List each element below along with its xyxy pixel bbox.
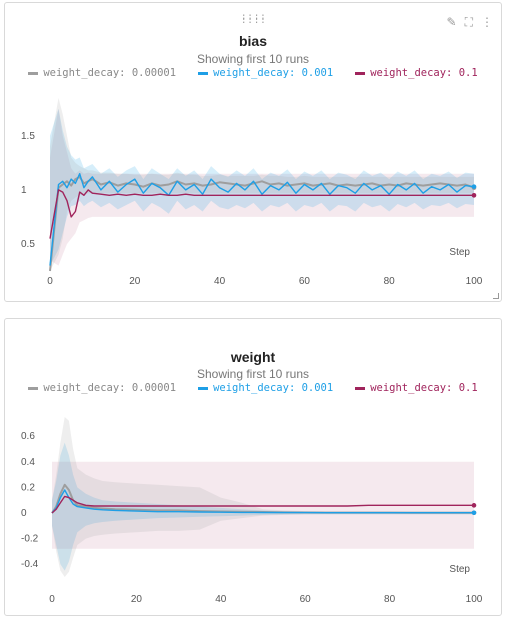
- series-band-0: [50, 98, 474, 271]
- chart-subtitle: Showing first 10 runs: [196, 52, 310, 66]
- chart-plot-weight[interactable]: -0.4 -0.2 0 0.2 0.4 0.6 0 20 40 60 80 100 Step: [5, 319, 501, 615]
- legend-label: weight_decay: 0.001: [213, 382, 334, 394]
- x-tick-label: 40: [214, 276, 226, 287]
- y-tick-label: 1.5: [21, 131, 35, 142]
- series-band-2: [50, 108, 474, 266]
- series-line-1[interactable]: [51, 489, 474, 514]
- edit-pencil-icon[interactable]: ✎: [446, 15, 457, 29]
- legend-label: weight_decay: 0.1: [370, 67, 478, 79]
- chart-legend: weight_decay: 0.00001 weight_decay: 0.00…: [5, 67, 501, 79]
- chart-legend: weight_decay: 0.00001 weight_decay: 0.00…: [5, 382, 501, 394]
- legend-label: weight_decay: 0.001: [213, 67, 334, 79]
- x-tick-label: 60: [299, 276, 311, 287]
- chart-plot-bias[interactable]: 0.5 1 1.5 0 20 40 60 80 100 Step: [5, 3, 501, 301]
- y-tick-label: 0.2: [21, 482, 35, 493]
- x-tick-label: 100: [466, 594, 483, 605]
- resize-handle-icon[interactable]: [493, 293, 499, 299]
- y-tick-label: -0.4: [21, 559, 39, 570]
- legend-label: weight_decay: 0.00001: [43, 67, 177, 79]
- more-vertical-icon[interactable]: ⋮: [481, 15, 493, 29]
- x-axis-label: Step: [449, 247, 470, 258]
- legend-item[interactable]: weight_decay: 0.001: [198, 67, 333, 79]
- y-tick-label: 0.6: [21, 431, 35, 442]
- legend-swatch: [198, 71, 209, 75]
- series-end-point-2[interactable]: [471, 193, 477, 198]
- x-tick-label: 40: [215, 594, 227, 605]
- series-end-point-1[interactable]: [471, 510, 477, 516]
- series-line-2[interactable]: [51, 495, 474, 514]
- series-band-1: [50, 108, 474, 266]
- y-tick-label: -0.2: [21, 534, 39, 545]
- legend-label: weight_decay: 0.00001: [43, 382, 177, 394]
- series-band-2: [52, 461, 474, 549]
- series-line-2[interactable]: [49, 189, 474, 239]
- x-tick-label: 0: [47, 276, 53, 287]
- fullscreen-icon[interactable]: ⛶: [464, 15, 473, 29]
- y-tick-label: 0: [21, 508, 27, 519]
- x-tick-label: 20: [129, 276, 141, 287]
- legend-item[interactable]: weight_decay: 0.1: [355, 382, 478, 394]
- chart-panel-weight: weight Showing first 10 runs weight_deca…: [4, 318, 502, 616]
- legend-item[interactable]: weight_decay: 0.001: [198, 382, 333, 394]
- legend-swatch: [28, 386, 39, 390]
- legend-swatch: [198, 386, 209, 390]
- y-tick-label: 0.5: [21, 239, 35, 250]
- x-tick-label: 100: [466, 276, 483, 287]
- series-end-point-1[interactable]: [471, 184, 477, 189]
- chart-subtitle: Showing first 10 runs: [196, 367, 310, 381]
- legend-item[interactable]: weight_decay: 0.00001: [28, 67, 176, 79]
- x-tick-label: 80: [384, 276, 396, 287]
- x-axis-label: Step: [449, 564, 470, 575]
- y-tick-label: 0.4: [21, 457, 35, 468]
- x-tick-label: 0: [49, 594, 55, 605]
- x-tick-label: 60: [300, 594, 312, 605]
- series-line-1[interactable]: [49, 172, 475, 266]
- chart-title: bias: [238, 33, 267, 49]
- legend-item[interactable]: weight_decay: 0.00001: [28, 382, 176, 394]
- panel-toolbar: ✎ ⛶ ⋮: [447, 15, 493, 29]
- legend-label: weight_decay: 0.1: [370, 382, 478, 394]
- series-end-point-2[interactable]: [471, 503, 477, 508]
- legend-swatch: [28, 71, 39, 75]
- series-line-0[interactable]: [49, 175, 475, 272]
- x-tick-label: 80: [384, 594, 396, 605]
- legend-swatch: [355, 71, 366, 75]
- drag-handle-icon[interactable]: ::::::::: [241, 12, 267, 26]
- y-tick-label: 1: [21, 185, 27, 196]
- legend-swatch: [355, 386, 366, 390]
- chart-panel-bias: :::::::: ✎ ⛶ ⋮ bias Showing first 10 run…: [4, 2, 502, 302]
- x-tick-label: 20: [131, 594, 143, 605]
- chart-title: weight: [230, 349, 276, 365]
- legend-item[interactable]: weight_decay: 0.1: [355, 67, 478, 79]
- series-band-0: [52, 417, 474, 577]
